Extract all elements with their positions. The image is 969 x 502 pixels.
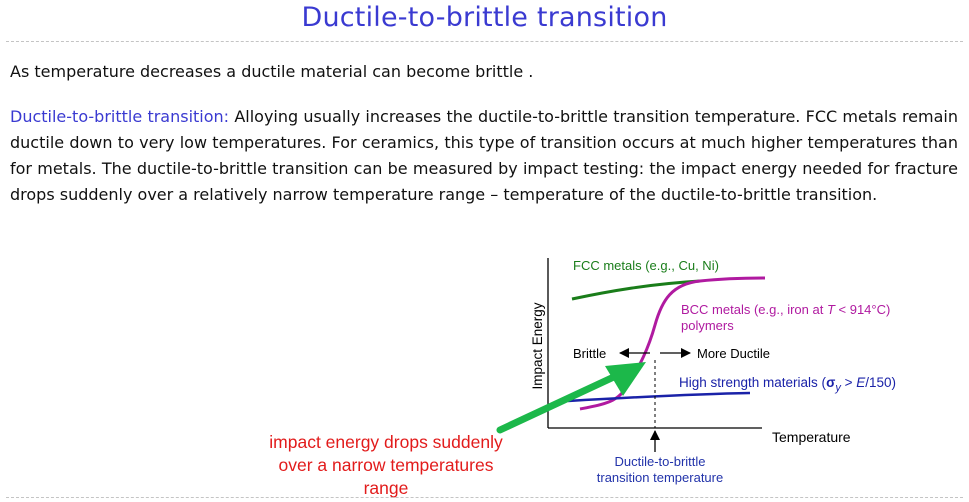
x-axis-label: Temperature — [772, 429, 851, 445]
definition-paragraph: Ductile-to-brittle transition: Alloying … — [10, 104, 958, 208]
bcc-label-line1: BCC metals (e.g., iron at T < 914°C) — [681, 302, 890, 317]
callout-arrow-shaft — [496, 371, 622, 434]
transition-label-line2: transition temperature — [597, 470, 723, 485]
callout-note: impact energy drops suddenly over a narr… — [236, 431, 536, 500]
ductile-label: More Ductile — [697, 346, 770, 361]
callout-line-3: range — [363, 478, 409, 498]
fcc-curve — [571, 279, 701, 301]
high-strength-curve — [567, 391, 751, 403]
callout-line-2: over a narrow temperatures — [278, 455, 494, 475]
definition-term: Ductile-to-brittle transition: — [10, 107, 230, 126]
bcc-label-line2: polymers — [681, 318, 734, 333]
title-divider — [6, 41, 963, 42]
definition-body: Alloying usually increases the ductile-t… — [10, 107, 959, 204]
slide-title: Ductile-to-brittle transition — [301, 2, 668, 33]
brittle-label: Brittle — [573, 346, 606, 361]
callout-line-1: impact energy drops suddenly — [269, 432, 503, 452]
fcc-label: FCC metals (e.g., Cu, Ni) — [573, 258, 719, 273]
bcc-curve — [579, 276, 766, 411]
intro-sentence: As temperature decreases a ductile mater… — [10, 62, 534, 81]
high-strength-label: High strength materials (σy > E/150) — [679, 375, 896, 394]
transition-label-line1: Ductile-to-brittle — [614, 454, 705, 469]
callout-arrow-head — [605, 362, 646, 396]
y-axis-label: Impact Energy — [530, 302, 545, 389]
footer-divider — [6, 497, 963, 498]
